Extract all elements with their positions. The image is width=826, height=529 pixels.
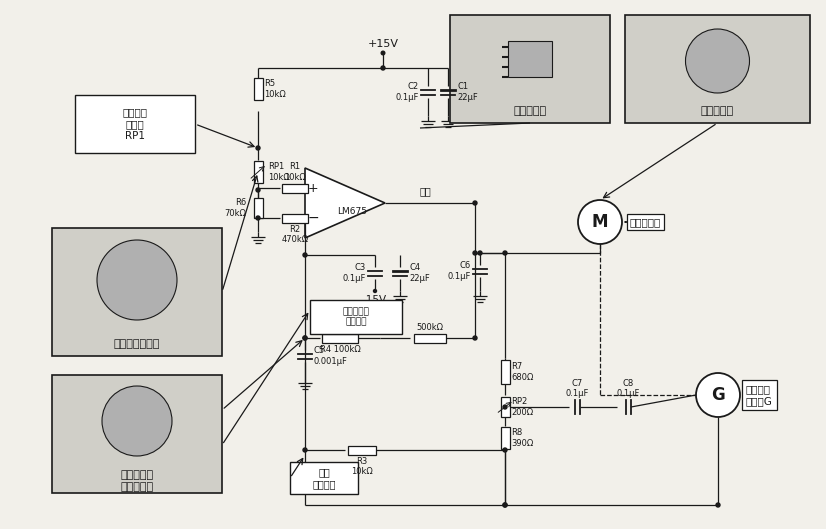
Text: C6
0.1μF: C6 0.1μF [448, 261, 471, 281]
Text: R7
680Ω: R7 680Ω [511, 362, 534, 382]
FancyBboxPatch shape [290, 462, 358, 494]
Text: R4 100kΩ: R4 100kΩ [320, 344, 360, 353]
Text: R5
10kΩ: R5 10kΩ [264, 79, 287, 99]
Text: C8
0.1μF: C8 0.1μF [616, 379, 639, 398]
Circle shape [303, 448, 307, 452]
Text: 速度
反馈信号: 速度 反馈信号 [312, 467, 335, 489]
Text: +15V: +15V [368, 39, 398, 49]
FancyBboxPatch shape [625, 15, 810, 123]
Circle shape [381, 66, 385, 70]
Text: 测速信号
产生器G: 测速信号 产生器G [746, 384, 773, 406]
Circle shape [382, 51, 385, 55]
Text: R6
70kΩ: R6 70kΩ [224, 198, 246, 218]
FancyBboxPatch shape [75, 95, 195, 153]
Circle shape [256, 216, 260, 220]
Bar [508, 41, 552, 77]
Circle shape [503, 503, 507, 507]
Text: R8
390Ω: R8 390Ω [511, 428, 534, 448]
Text: C2
0.1μF: C2 0.1μF [396, 83, 419, 102]
Text: M: M [591, 213, 608, 231]
Bar [501, 360, 510, 384]
Text: -15V: -15V [363, 295, 387, 305]
Text: 输出: 输出 [419, 186, 431, 196]
Circle shape [303, 253, 307, 257]
Bar [254, 161, 263, 183]
Bar [501, 427, 510, 449]
Bar [282, 184, 308, 193]
Text: R2
470kΩ: R2 470kΩ [282, 224, 309, 244]
Bar [501, 397, 510, 417]
Text: C3
0.1μF: C3 0.1μF [343, 263, 366, 282]
Text: RP1
10kΩ: RP1 10kΩ [268, 162, 290, 181]
Circle shape [696, 373, 740, 417]
FancyBboxPatch shape [310, 300, 402, 334]
Text: C4
22μF: C4 22μF [409, 263, 430, 282]
Text: 放大器增益
调整电位器: 放大器增益 调整电位器 [121, 470, 154, 492]
Circle shape [97, 240, 177, 320]
Bar [322, 333, 358, 342]
Circle shape [503, 405, 507, 409]
Text: R3
10kΩ: R3 10kΩ [351, 457, 373, 476]
Circle shape [473, 251, 477, 255]
Circle shape [503, 503, 507, 507]
FancyBboxPatch shape [450, 15, 610, 123]
Circle shape [578, 200, 622, 244]
Text: +: + [308, 181, 318, 195]
Text: G: G [711, 386, 725, 404]
Circle shape [373, 289, 377, 293]
Text: 运算放大器: 运算放大器 [514, 106, 547, 116]
Text: C1
22μF: C1 22μF [457, 83, 477, 102]
Text: 放大器增益
调整电路: 放大器增益 调整电路 [343, 307, 369, 327]
Circle shape [256, 146, 260, 150]
Text: 速度指令
电位器
RP1: 速度指令 电位器 RP1 [122, 107, 148, 141]
Circle shape [716, 503, 720, 507]
Circle shape [503, 251, 507, 255]
Circle shape [473, 336, 477, 340]
Circle shape [503, 448, 507, 452]
Circle shape [256, 188, 260, 192]
Text: RP2
200Ω: RP2 200Ω [511, 397, 534, 417]
Circle shape [686, 29, 749, 93]
Text: 速度指令电位器: 速度指令电位器 [114, 339, 160, 349]
Text: LM675: LM675 [337, 206, 367, 215]
Text: 500kΩ: 500kΩ [416, 323, 444, 332]
Circle shape [473, 201, 477, 205]
FancyBboxPatch shape [52, 375, 222, 493]
Bar [414, 333, 446, 342]
Text: C5
0.001μF: C5 0.001μF [314, 346, 348, 366]
Circle shape [303, 336, 307, 340]
Text: 伺服电动机: 伺服电动机 [630, 217, 662, 227]
Text: 伺服电动机: 伺服电动机 [701, 106, 734, 116]
Polygon shape [305, 168, 385, 238]
Circle shape [102, 386, 172, 456]
Circle shape [478, 251, 482, 255]
Bar [254, 78, 263, 100]
Text: C7
0.1μF: C7 0.1μF [565, 379, 589, 398]
Text: −: − [307, 211, 319, 225]
Bar [348, 445, 376, 454]
Circle shape [303, 336, 307, 340]
Bar [254, 198, 263, 218]
Bar [282, 214, 308, 223]
FancyBboxPatch shape [52, 228, 222, 356]
Text: R1
10kΩ: R1 10kΩ [284, 162, 306, 181]
